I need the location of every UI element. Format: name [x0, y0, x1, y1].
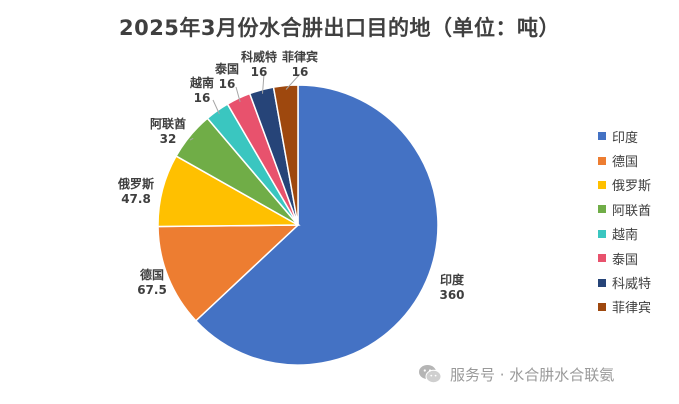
data-label-value-6: 16 — [219, 77, 236, 91]
legend-label: 泰国 — [612, 252, 639, 268]
legend-label: 印度 — [612, 130, 639, 146]
wechat-icon — [419, 365, 442, 384]
legend-swatch — [598, 132, 606, 141]
legend-label: 科威特 — [612, 277, 652, 293]
data-label-category-6: 泰国 — [214, 61, 239, 76]
legend-label: 俄罗斯 — [612, 179, 652, 195]
data-label-value-8: 16 — [292, 65, 309, 79]
chart-legend: 印度德国俄罗斯阿联酋越南泰国科威特菲律宾 — [598, 124, 651, 319]
legend-swatch — [598, 302, 606, 311]
pie-slice-1 — [194, 84, 439, 366]
leader-line-5 — [212, 99, 220, 115]
data-label-value-2: 67.5 — [137, 283, 167, 297]
leader-line-4 — [189, 137, 194, 141]
leader-line-8 — [285, 73, 301, 90]
legend-item-6: 泰国 — [598, 246, 651, 270]
legend-label: 阿联酋 — [612, 203, 652, 219]
data-label-category-5: 越南 — [189, 75, 214, 90]
pie-slice-2 — [157, 224, 300, 322]
data-label-value-3: 47.8 — [121, 192, 151, 206]
legend-label: 菲律宾 — [612, 301, 652, 317]
data-label-category-3: 俄罗斯 — [117, 176, 154, 191]
legend-label: 德国 — [612, 155, 639, 171]
pie-slice-8 — [272, 84, 299, 226]
data-label-value-5: 16 — [194, 91, 211, 105]
data-label-value-7: 16 — [251, 65, 268, 79]
data-label-category-4: 阿联酋 — [150, 116, 186, 131]
data-label-category-7: 科威特 — [241, 49, 277, 64]
legend-item-3: 俄罗斯 — [598, 173, 651, 197]
legend-swatch — [598, 205, 606, 214]
watermark: 服务号 · 水合肼水合联氨 — [418, 362, 614, 386]
legend-swatch — [598, 156, 606, 165]
legend-label: 越南 — [612, 228, 639, 244]
legend-item-1: 印度 — [598, 124, 651, 148]
chart-title: 2025年3月份水合肼出口目的地（单位：吨） — [118, 16, 561, 40]
legend-item-7: 科威特 — [598, 270, 651, 294]
legend-swatch — [598, 278, 606, 287]
legend-item-8: 菲律宾 — [598, 295, 651, 319]
watermark-text: 服务号 · 水合肼水合联氨 — [450, 365, 615, 384]
legend-swatch — [598, 254, 606, 263]
legend-swatch — [598, 180, 606, 189]
leader-line-6 — [235, 86, 241, 103]
data-label-value-4: 32 — [160, 132, 177, 146]
data-label-category-1: 印度 — [440, 272, 465, 287]
legend-item-4: 阿联酋 — [598, 197, 651, 221]
leader-line-7 — [262, 73, 265, 94]
data-label-value-1: 360 — [439, 288, 464, 302]
data-label-category-8: 菲律宾 — [282, 49, 318, 64]
legend-item-5: 越南 — [598, 222, 651, 246]
legend-swatch — [598, 229, 606, 238]
data-label-category-2: 德国 — [140, 267, 164, 282]
legend-item-2: 德国 — [598, 148, 651, 172]
